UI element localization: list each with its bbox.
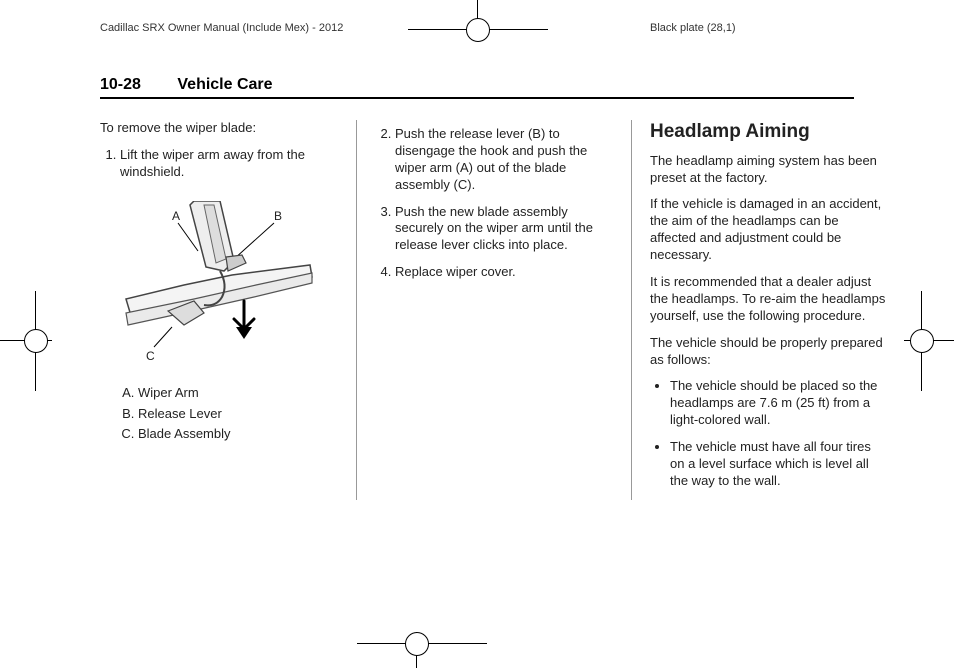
section-header: 10-28 Vehicle Care	[100, 76, 273, 94]
content-columns: To remove the wiper blade: Lift the wipe…	[100, 120, 888, 500]
legend-c: Blade Assembly	[138, 426, 338, 443]
section-title: Vehicle Care	[177, 76, 272, 93]
section-number: 10-28	[100, 76, 141, 93]
diagram-label-a: A	[172, 209, 180, 225]
running-head-right: Black plate (28,1)	[650, 22, 736, 34]
headlamp-p3: It is recommended that a dealer adjust t…	[650, 274, 888, 325]
step-3: Push the new blade assembly securely on …	[395, 204, 613, 255]
headlamp-b1: The vehicle should be placed so the head…	[670, 378, 888, 429]
wiper-steps-col1: Lift the wiper arm away from the windshi…	[100, 147, 338, 181]
headlamp-p1: The headlamp aiming system has been pres…	[650, 153, 888, 187]
column-1: To remove the wiper blade: Lift the wipe…	[100, 120, 356, 500]
column-2: Push the release lever (B) to disengage …	[356, 120, 631, 500]
headlamp-bullets: The vehicle should be placed so the head…	[650, 378, 888, 489]
headlamp-p4: The vehicle should be properly prepared …	[650, 335, 888, 369]
header-rule	[100, 97, 854, 99]
wiper-intro: To remove the wiper blade:	[100, 120, 338, 137]
wiper-diagram: A B C	[124, 201, 314, 371]
legend-a: Wiper Arm	[138, 385, 338, 402]
column-3: Headlamp Aiming The headlamp aiming syst…	[631, 120, 888, 500]
step-1: Lift the wiper arm away from the windshi…	[120, 147, 338, 181]
headlamp-b2: The vehicle must have all four tires on …	[670, 439, 888, 490]
diagram-legend: Wiper Arm Release Lever Blade Assembly	[100, 385, 338, 444]
wiper-svg	[124, 201, 314, 371]
diagram-label-b: B	[274, 209, 282, 225]
diagram-label-c: C	[146, 349, 155, 365]
wiper-steps-col2: Push the release lever (B) to disengage …	[375, 126, 613, 281]
headlamp-p2: If the vehicle is damaged in an accident…	[650, 196, 888, 264]
running-head-left: Cadillac SRX Owner Manual (Include Mex) …	[100, 22, 343, 34]
legend-b: Release Lever	[138, 406, 338, 423]
headlamp-heading: Headlamp Aiming	[650, 120, 888, 145]
step-4: Replace wiper cover.	[395, 264, 613, 281]
step-2: Push the release lever (B) to disengage …	[395, 126, 613, 194]
